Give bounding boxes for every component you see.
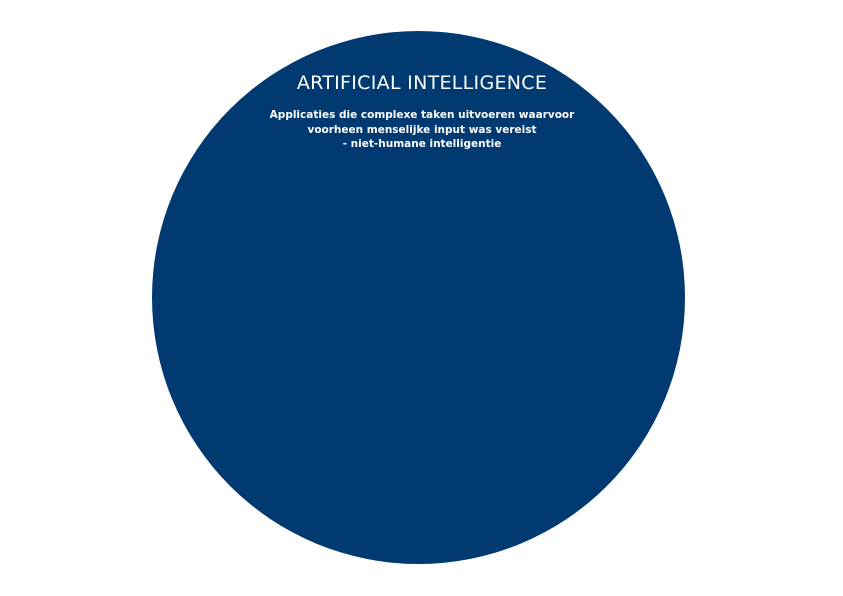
ai-description-line-1: Applicaties die complexe taken uitvoeren… bbox=[269, 109, 575, 121]
ai-description: Applicaties die complexe taken uitvoeren… bbox=[152, 108, 692, 152]
ai-description-line-3: - niet-humane intelligentie bbox=[342, 138, 502, 150]
ai-circle bbox=[152, 31, 685, 564]
ai-title: ARTIFICIAL INTELLIGENCE bbox=[296, 72, 548, 94]
ai-description-line-2: voorheen menselijke input was vereist bbox=[307, 123, 537, 136]
